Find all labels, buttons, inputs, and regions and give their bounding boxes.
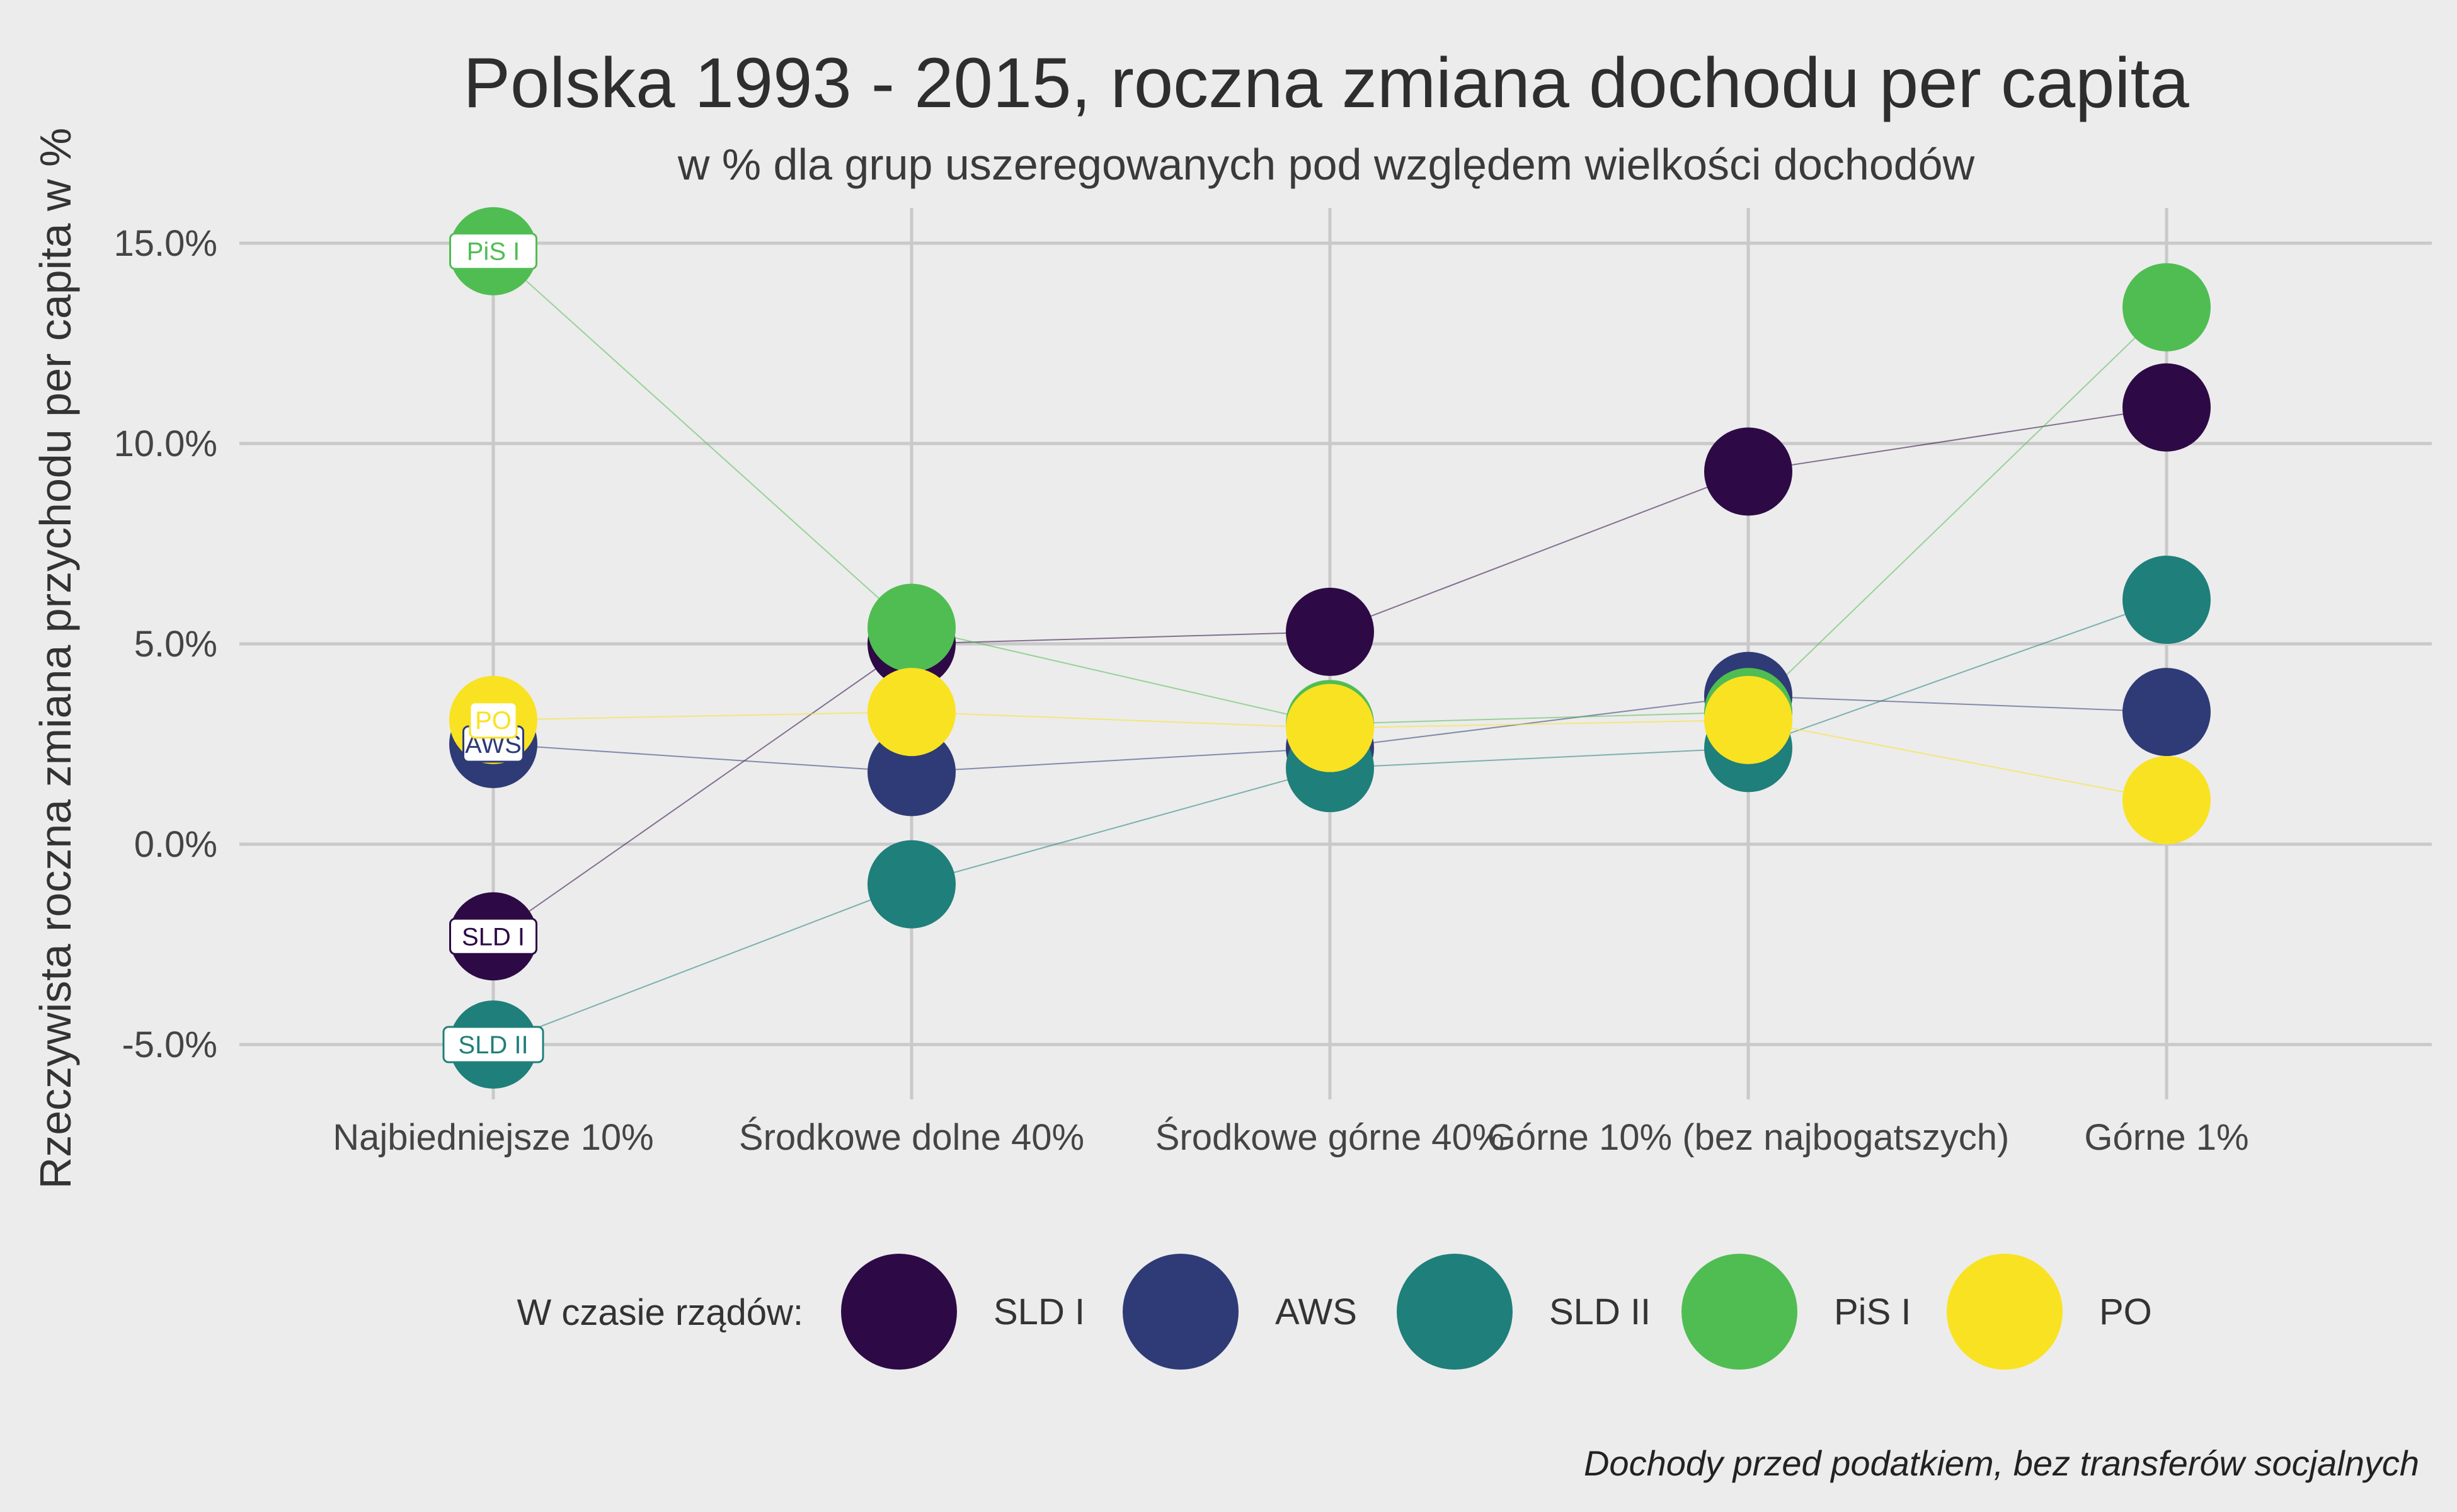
x-tick-label: Najbiedniejsze 10%	[333, 1117, 653, 1158]
legend: W czasie rządów: SLD I AWS SLD II PiS I PO	[517, 1254, 2152, 1370]
point-sld-i	[1286, 587, 1374, 676]
series-tag-label: PO	[475, 707, 512, 735]
legend-label: SLD II	[1549, 1292, 1651, 1332]
legend-label: AWS	[1275, 1292, 1357, 1332]
point-sld-ii	[868, 840, 956, 929]
series-tag: PiS I	[449, 232, 537, 270]
legend-key	[1123, 1254, 1239, 1370]
x-tick-label: Środkowe górne 40%	[1155, 1117, 1505, 1158]
y-tick-label: -5.0%	[122, 1024, 217, 1065]
series-tag-box	[449, 917, 537, 955]
x-tick-label: Środkowe dolne 40%	[739, 1117, 1084, 1158]
x-tick-label: Górne 10% (bez najbogatszych)	[1487, 1117, 2010, 1158]
point-sld-i	[1704, 427, 1792, 516]
legend-label: PO	[2099, 1292, 2152, 1332]
legend-key	[1397, 1254, 1513, 1370]
series-tag-box	[442, 1026, 544, 1063]
y-tick-label: 5.0%	[134, 624, 217, 665]
point-po	[868, 668, 956, 757]
legend-key	[1681, 1254, 1797, 1370]
legend-label: PiS I	[1834, 1292, 1911, 1332]
point-sld-ii	[2122, 556, 2211, 644]
series-tag: SLD II	[442, 1026, 544, 1063]
chart-title: Polska 1993 - 2015, roczna zmiana dochod…	[463, 43, 2189, 122]
legend-title: W czasie rządów:	[517, 1292, 803, 1333]
point-aws	[2122, 668, 2211, 757]
legend-key	[1947, 1254, 2063, 1370]
chart-caption: Dochody przed podatkiem, bez transferów …	[1584, 1443, 2419, 1483]
legend-label: SLD I	[994, 1292, 1085, 1332]
series-tag-label: PiS I	[467, 238, 520, 266]
chart-subtitle: w % dla grup uszeregowanych pod względem…	[677, 140, 1975, 189]
series-tag: SLD I	[449, 917, 537, 955]
series-tag-label: SLD II	[458, 1031, 528, 1059]
point-pis-i	[2122, 263, 2211, 352]
y-tick-label: 0.0%	[134, 824, 217, 865]
point-po	[1704, 675, 1792, 764]
point-sld-i	[2122, 363, 2211, 452]
series-tag-box	[469, 701, 518, 739]
point-po	[1286, 684, 1374, 772]
point-pis-i	[868, 583, 956, 672]
y-axis-title: Rzeczywista roczna zmiana przychodu per …	[31, 128, 80, 1189]
series-tag: PO	[469, 701, 518, 739]
series-tag-label: SLD I	[462, 923, 525, 951]
legend-key	[841, 1254, 957, 1370]
series-tag-box	[449, 232, 537, 270]
x-tick-label: Górne 1%	[2084, 1117, 2248, 1158]
y-tick-label: 10.0%	[114, 423, 217, 464]
y-tick-label: 15.0%	[114, 223, 217, 264]
point-po	[2122, 756, 2211, 845]
